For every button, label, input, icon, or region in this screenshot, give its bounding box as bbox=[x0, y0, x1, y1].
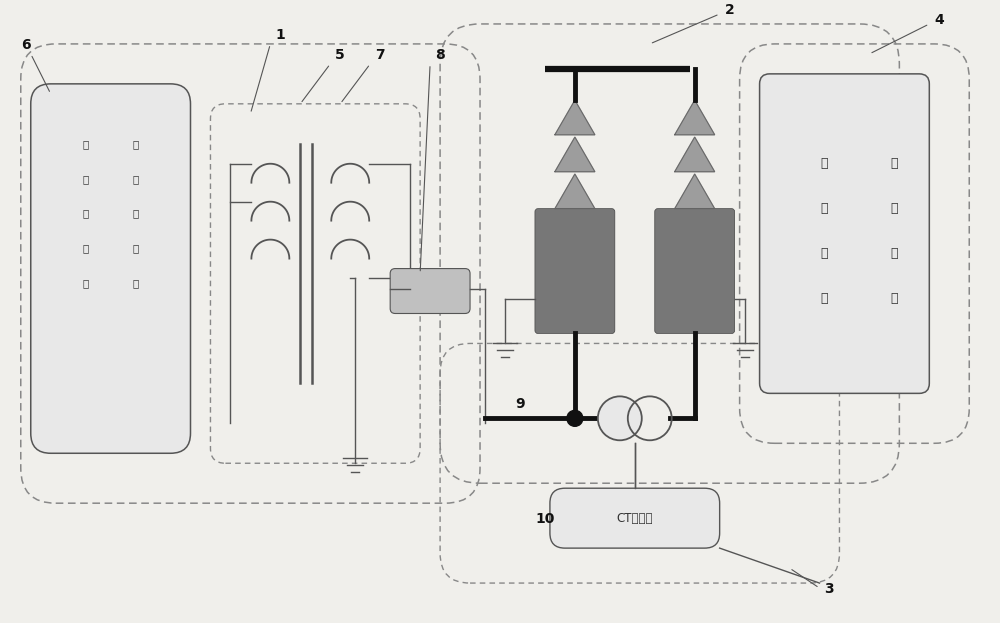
Text: 5: 5 bbox=[335, 48, 345, 62]
Text: 9: 9 bbox=[515, 397, 525, 411]
Text: 压: 压 bbox=[83, 244, 89, 254]
Text: 器: 器 bbox=[83, 278, 89, 288]
Text: 检: 检 bbox=[821, 247, 828, 260]
Polygon shape bbox=[675, 137, 715, 172]
Text: 态: 态 bbox=[821, 202, 828, 215]
Text: 验: 验 bbox=[83, 174, 89, 184]
Text: 2: 2 bbox=[725, 3, 734, 17]
FancyBboxPatch shape bbox=[31, 84, 190, 454]
Text: 件: 件 bbox=[891, 292, 898, 305]
Text: 状: 状 bbox=[821, 157, 828, 170]
Circle shape bbox=[598, 396, 642, 440]
Polygon shape bbox=[675, 100, 715, 135]
Text: 3: 3 bbox=[824, 582, 834, 596]
Text: 1: 1 bbox=[275, 28, 285, 42]
FancyBboxPatch shape bbox=[655, 209, 735, 333]
Text: 试: 试 bbox=[83, 139, 89, 149]
Text: 8: 8 bbox=[435, 48, 445, 62]
Text: CT调压器: CT调压器 bbox=[617, 511, 653, 525]
Text: 6: 6 bbox=[21, 38, 30, 52]
Text: 附: 附 bbox=[891, 247, 898, 260]
Text: 7: 7 bbox=[375, 48, 385, 62]
Text: 缆: 缆 bbox=[891, 202, 898, 215]
FancyBboxPatch shape bbox=[535, 209, 615, 333]
FancyBboxPatch shape bbox=[760, 74, 929, 393]
Text: 输: 输 bbox=[132, 139, 139, 149]
Text: 调: 调 bbox=[132, 209, 139, 219]
Text: 压: 压 bbox=[132, 244, 139, 254]
Text: 电: 电 bbox=[891, 157, 898, 170]
Circle shape bbox=[567, 411, 583, 426]
Text: 10: 10 bbox=[535, 512, 554, 526]
Polygon shape bbox=[555, 100, 595, 135]
FancyBboxPatch shape bbox=[390, 269, 470, 313]
Polygon shape bbox=[555, 137, 595, 172]
FancyBboxPatch shape bbox=[550, 488, 720, 548]
Text: 测: 测 bbox=[821, 292, 828, 305]
Polygon shape bbox=[555, 174, 595, 209]
Text: 4: 4 bbox=[934, 13, 944, 27]
Text: 器: 器 bbox=[132, 278, 139, 288]
Text: 入: 入 bbox=[132, 174, 139, 184]
Polygon shape bbox=[675, 174, 715, 209]
Text: 变: 变 bbox=[83, 209, 89, 219]
